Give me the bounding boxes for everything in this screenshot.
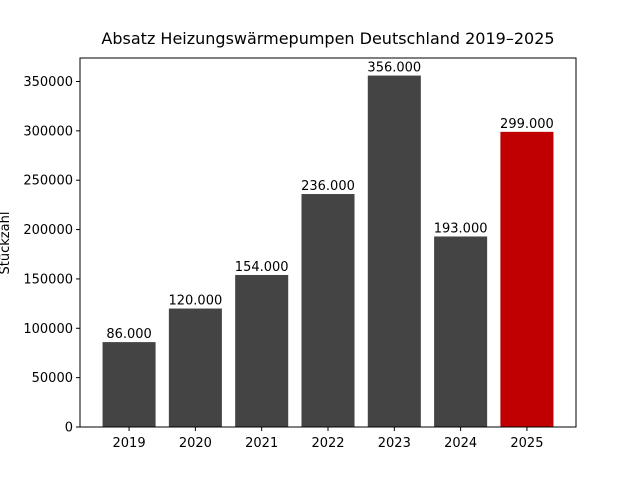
x-tick-label: 2024 (444, 436, 477, 451)
y-tick-label: 200000 (23, 223, 73, 238)
value-label: 299.000 (500, 117, 554, 132)
y-tick-label: 100000 (23, 322, 73, 337)
value-label: 86.000 (106, 327, 152, 342)
value-label: 356.000 (367, 61, 421, 76)
x-tick-label: 2023 (378, 436, 411, 451)
y-tick-label: 0 (65, 421, 73, 436)
bar (367, 75, 421, 428)
y-tick-label: 150000 (23, 272, 73, 287)
bar (500, 131, 554, 428)
y-tick-label: 350000 (23, 75, 73, 90)
x-tick-label: 2019 (113, 436, 146, 451)
chart-title: Absatz Heizungswärmepumpen Deutschland 2… (101, 29, 554, 48)
bar (434, 236, 488, 427)
value-label: 193.000 (434, 221, 488, 236)
x-tick-label: 2025 (510, 436, 543, 451)
bar (102, 342, 156, 427)
bar (301, 194, 355, 427)
value-label: 154.000 (235, 260, 289, 275)
y-tick-label: 250000 (23, 174, 73, 189)
bar (168, 308, 222, 427)
value-label: 236.000 (301, 179, 355, 194)
bar (235, 274, 289, 427)
plot-frame (79, 57, 577, 428)
y-tick-label: 300000 (23, 124, 73, 139)
x-tick-label: 2022 (311, 436, 344, 451)
x-tick-label: 2021 (245, 436, 278, 451)
value-label: 120.000 (168, 294, 222, 309)
x-tick-label: 2020 (179, 436, 212, 451)
y-tick-label: 50000 (32, 371, 73, 386)
y-axis-label: Stückzahl (0, 212, 13, 275)
